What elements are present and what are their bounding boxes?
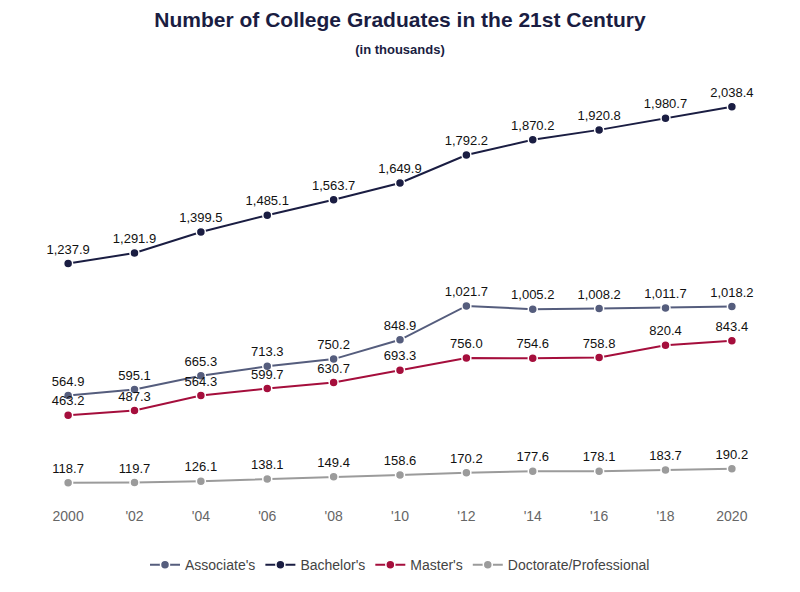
- svg-text:843.4: 843.4: [716, 319, 749, 334]
- svg-text:1,237.9: 1,237.9: [46, 242, 89, 257]
- svg-text:1,563.7: 1,563.7: [312, 178, 355, 193]
- svg-text:564.9: 564.9: [52, 374, 85, 389]
- svg-text:119.7: 119.7: [119, 461, 151, 476]
- svg-text:'12: '12: [457, 508, 475, 524]
- svg-text:'18: '18: [656, 508, 674, 524]
- svg-text:1,980.7: 1,980.7: [644, 96, 687, 111]
- svg-text:158.6: 158.6: [384, 453, 417, 468]
- svg-text:2,038.4: 2,038.4: [710, 85, 753, 100]
- svg-text:Associate's: Associate's: [185, 557, 255, 573]
- svg-text:1,870.2: 1,870.2: [511, 118, 554, 133]
- svg-text:190.2: 190.2: [716, 447, 749, 462]
- svg-text:170.2: 170.2: [450, 451, 483, 466]
- svg-text:'06: '06: [258, 508, 276, 524]
- svg-text:758.8: 758.8: [583, 336, 616, 351]
- svg-text:138.1: 138.1: [251, 457, 284, 472]
- svg-text:1,920.8: 1,920.8: [577, 108, 620, 123]
- svg-text:1,018.2: 1,018.2: [710, 285, 753, 300]
- svg-text:848.9: 848.9: [384, 318, 417, 333]
- svg-text:183.7: 183.7: [649, 448, 682, 463]
- svg-text:'02: '02: [125, 508, 143, 524]
- svg-text:564.3: 564.3: [185, 374, 218, 389]
- svg-text:1,649.9: 1,649.9: [378, 161, 421, 176]
- svg-text:Doctorate/Professional: Doctorate/Professional: [508, 557, 650, 573]
- svg-text:2000: 2000: [53, 508, 84, 524]
- svg-text:'08: '08: [325, 508, 343, 524]
- svg-text:Bachelor's: Bachelor's: [300, 557, 365, 573]
- svg-text:599.7: 599.7: [251, 367, 284, 382]
- svg-text:487.3: 487.3: [118, 389, 151, 404]
- svg-text:1,008.2: 1,008.2: [577, 287, 620, 302]
- svg-text:756.0: 756.0: [450, 336, 483, 351]
- svg-text:177.6: 177.6: [516, 449, 549, 464]
- svg-text:1,021.7: 1,021.7: [445, 284, 488, 299]
- svg-text:1,011.7: 1,011.7: [644, 286, 686, 301]
- svg-text:754.6: 754.6: [516, 336, 549, 351]
- svg-text:1,291.9: 1,291.9: [113, 231, 156, 246]
- svg-text:463.2: 463.2: [52, 393, 85, 408]
- svg-text:178.1: 178.1: [583, 449, 616, 464]
- svg-text:149.4: 149.4: [317, 455, 350, 470]
- svg-text:2020: 2020: [716, 508, 747, 524]
- svg-text:820.4: 820.4: [649, 323, 682, 338]
- svg-text:630.7: 630.7: [317, 361, 350, 376]
- svg-text:750.2: 750.2: [317, 337, 350, 352]
- svg-text:1,005.2: 1,005.2: [511, 287, 554, 302]
- svg-text:118.7: 118.7: [52, 461, 84, 476]
- svg-text:126.1: 126.1: [185, 459, 218, 474]
- svg-text:'04: '04: [192, 508, 210, 524]
- svg-text:'10: '10: [391, 508, 409, 524]
- svg-text:713.3: 713.3: [251, 344, 284, 359]
- svg-text:1,399.5: 1,399.5: [179, 210, 222, 225]
- svg-text:693.3: 693.3: [384, 348, 417, 363]
- svg-text:1,485.1: 1,485.1: [246, 193, 289, 208]
- svg-text:'16: '16: [590, 508, 608, 524]
- svg-text:Number of College Graduates in: Number of College Graduates in the 21st …: [154, 8, 646, 57]
- svg-text:1,792.2: 1,792.2: [445, 133, 488, 148]
- svg-text:595.1: 595.1: [118, 368, 151, 383]
- svg-text:665.3: 665.3: [185, 354, 218, 369]
- svg-text:'14: '14: [524, 508, 542, 524]
- svg-text:Master's: Master's: [410, 557, 462, 573]
